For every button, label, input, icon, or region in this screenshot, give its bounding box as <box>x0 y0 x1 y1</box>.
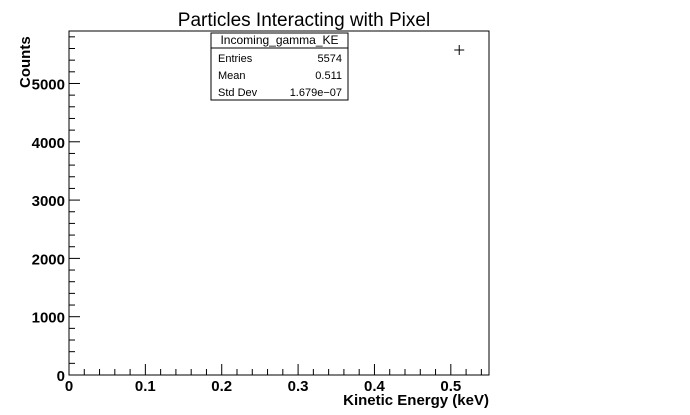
y-tick-label: 2000 <box>32 251 65 268</box>
stats-stddev-value: 1.679e−07 <box>290 87 342 99</box>
stats-box-name: Incoming_gamma_KE <box>220 33 338 47</box>
y-tick-label: 5000 <box>32 76 65 93</box>
x-tick-label: 0.4 <box>364 378 386 395</box>
y-axis-label: Counts <box>17 36 34 88</box>
x-tick-label: 0.2 <box>211 378 232 395</box>
y-axis: 0 1000 2000 3000 4000 5000 <box>32 36 80 385</box>
x-tick-label: 0.1 <box>135 378 156 395</box>
plot-frame <box>68 30 490 376</box>
stats-box-frame <box>210 32 349 101</box>
stats-entries-value: 5574 <box>318 53 342 65</box>
stats-stddev-label: Std Dev <box>218 87 258 99</box>
x-tick-label: 0.3 <box>288 378 309 395</box>
data-points <box>454 45 465 56</box>
stats-mean-value: 0.511 <box>315 70 342 82</box>
y-tick-label: 3000 <box>32 193 65 210</box>
x-tick-label: 0.5 <box>440 378 461 395</box>
x-axis: 0 0.1 0.2 0.3 0.4 0.5 <box>65 364 482 395</box>
y-tick-label: 4000 <box>32 135 65 152</box>
chart-title: Particles Interacting with Pixel <box>178 10 430 31</box>
data-point <box>454 45 465 56</box>
x-tick-label: 0 <box>65 378 73 395</box>
stats-mean-label: Mean <box>218 70 246 82</box>
stats-box: Incoming_gamma_KE Entries 5574 Mean 0.51… <box>210 32 349 101</box>
stats-entries-label: Entries <box>218 53 253 65</box>
x-axis-label: Kinetic Energy (keV) <box>343 392 489 409</box>
y-tick-label: 0 <box>57 368 65 385</box>
y-tick-label: 1000 <box>32 310 65 327</box>
